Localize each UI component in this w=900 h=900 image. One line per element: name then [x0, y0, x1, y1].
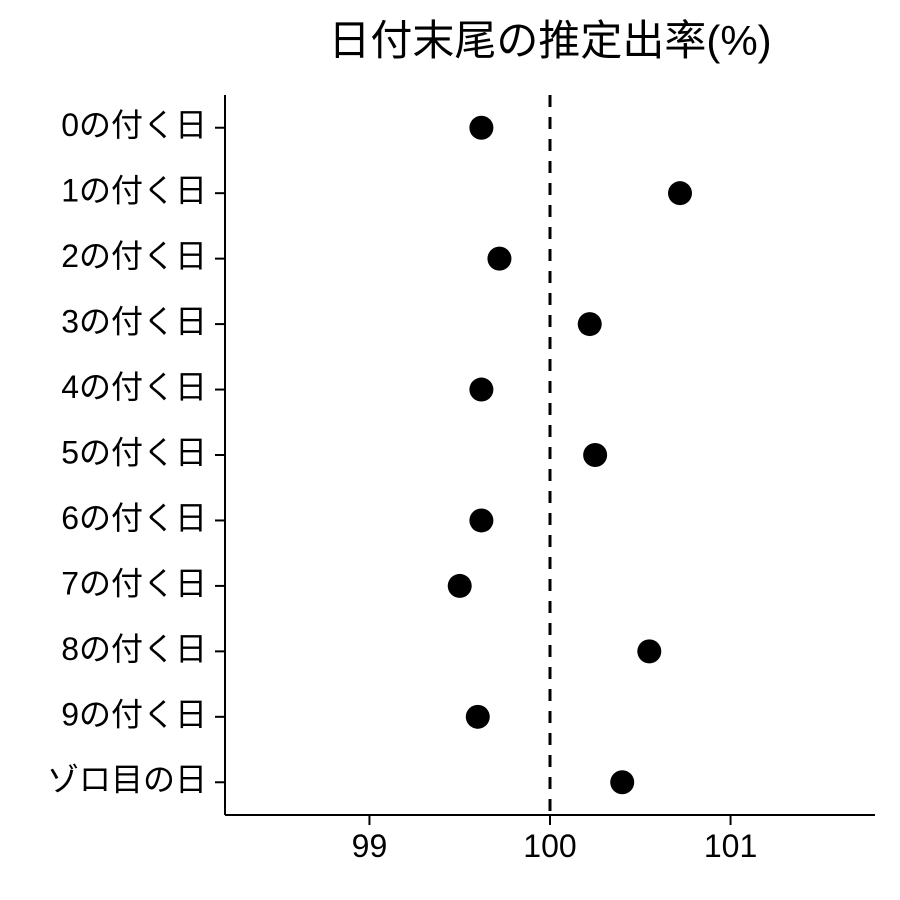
data-point: [466, 705, 490, 729]
data-point: [448, 574, 472, 598]
data-point: [610, 770, 634, 794]
y-tick-label: 3の付く日: [61, 304, 207, 340]
y-tick-label: 6の付く日: [61, 500, 207, 536]
y-tick-label: 7の付く日: [61, 565, 207, 601]
data-point: [469, 508, 493, 532]
chart-title: 日付末尾の推定出率(%): [328, 17, 771, 64]
y-tick-label: ゾロ目の日: [47, 762, 207, 798]
y-tick-label: 0の付く日: [61, 107, 207, 143]
data-point: [668, 181, 692, 205]
x-tick-label: 100: [523, 828, 576, 864]
data-point: [469, 378, 493, 402]
data-point: [637, 639, 661, 663]
y-tick-label: 1の付く日: [61, 173, 207, 209]
chart-container: 日付末尾の推定出率(%) 0の付く日 1の付く日 2の付く日 3の付く日 4の付く日 5の付…: [0, 0, 900, 900]
y-tick-label: 5の付く日: [61, 434, 207, 470]
x-tick-label: 101: [704, 828, 757, 864]
y-tick-label: 9の付く日: [61, 696, 207, 732]
data-point: [583, 443, 607, 467]
x-tick-label: 99: [352, 828, 388, 864]
data-point: [469, 116, 493, 140]
dot-chart: 日付末尾の推定出率(%) 0の付く日 1の付く日 2の付く日 3の付く日 4の付く日 5の付…: [0, 0, 900, 900]
y-tick-label: 8の付く日: [61, 631, 207, 667]
data-point: [578, 312, 602, 336]
data-point: [487, 247, 511, 271]
y-tick-label: 4の付く日: [61, 369, 207, 405]
y-tick-label: 2の付く日: [61, 238, 207, 274]
